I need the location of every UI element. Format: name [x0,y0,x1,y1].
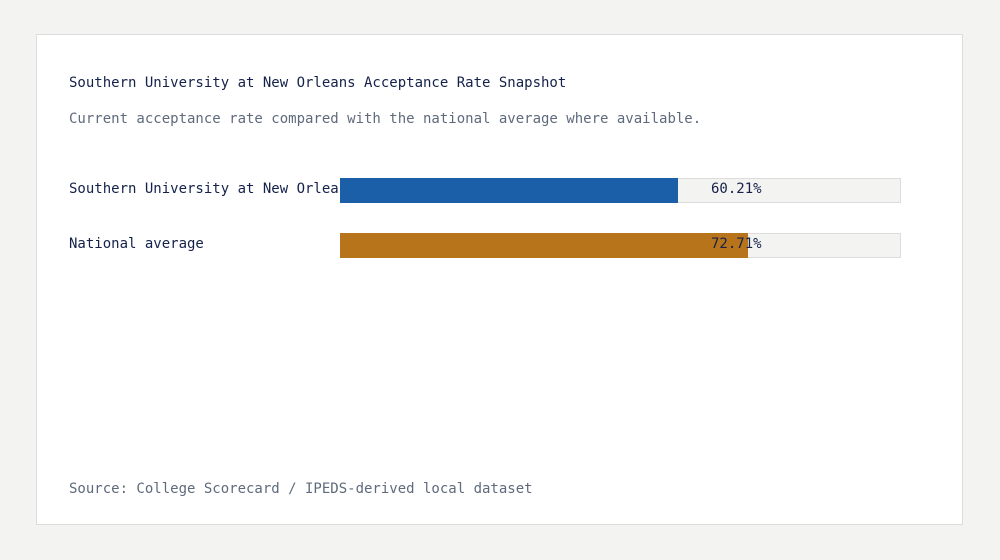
chart-card: Southern University at New Orleans Accep… [36,34,963,525]
bar-value-national-average: 72.71% [711,236,762,252]
bar-label-national-average: National average [69,236,204,252]
bar-label-institution: Southern University at New Orleans [69,181,339,197]
bar-fill-national-average [340,233,748,258]
bar-fill-institution [340,178,678,203]
bar-value-institution: 60.21% [711,181,762,197]
bar-row-institution: Southern University at New Orleans 60.21… [69,178,901,204]
chart-title: Southern University at New Orleans Accep… [69,75,567,91]
chart-subtitle: Current acceptance rate compared with th… [69,111,702,127]
bar-row-national-average: National average 72.71% [69,233,901,259]
source-note: Source: College Scorecard / IPEDS-derive… [69,481,533,497]
